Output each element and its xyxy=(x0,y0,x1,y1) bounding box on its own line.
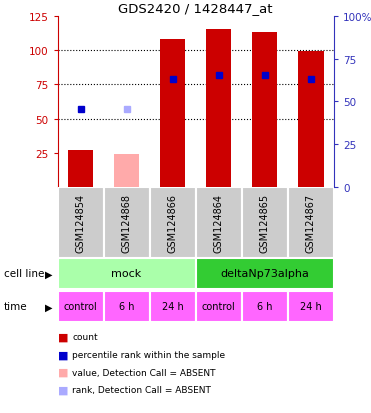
Text: ▶: ▶ xyxy=(45,301,52,312)
Bar xyxy=(196,188,242,258)
Text: ■: ■ xyxy=(58,385,68,395)
Bar xyxy=(196,258,334,289)
Text: control: control xyxy=(202,301,236,312)
Bar xyxy=(288,291,334,322)
Text: 6 h: 6 h xyxy=(257,301,273,312)
Text: time: time xyxy=(4,301,27,312)
Text: 24 h: 24 h xyxy=(300,301,322,312)
Text: value, Detection Call = ABSENT: value, Detection Call = ABSENT xyxy=(72,368,216,377)
Bar xyxy=(58,188,104,258)
Text: 6 h: 6 h xyxy=(119,301,134,312)
Bar xyxy=(242,188,288,258)
Bar xyxy=(58,291,104,322)
Text: 24 h: 24 h xyxy=(162,301,184,312)
Bar xyxy=(68,151,93,188)
Text: GSM124867: GSM124867 xyxy=(306,194,316,252)
Bar xyxy=(114,155,139,188)
Text: GSM124865: GSM124865 xyxy=(260,194,270,252)
Bar xyxy=(104,188,150,258)
Bar xyxy=(298,52,324,188)
Text: ■: ■ xyxy=(58,349,68,359)
Bar xyxy=(150,188,196,258)
Bar xyxy=(252,33,278,188)
Text: GSM124866: GSM124866 xyxy=(168,194,178,252)
Text: ■: ■ xyxy=(58,367,68,377)
Title: GDS2420 / 1428447_at: GDS2420 / 1428447_at xyxy=(118,2,273,15)
Text: GSM124868: GSM124868 xyxy=(122,194,132,252)
Bar xyxy=(150,291,196,322)
Bar xyxy=(206,30,232,188)
Text: ■: ■ xyxy=(58,332,68,342)
Text: cell line: cell line xyxy=(4,268,44,279)
Bar xyxy=(160,40,186,188)
Bar xyxy=(58,258,196,289)
Text: rank, Detection Call = ABSENT: rank, Detection Call = ABSENT xyxy=(72,385,211,394)
Text: deltaNp73alpha: deltaNp73alpha xyxy=(220,268,309,279)
Text: ▶: ▶ xyxy=(45,268,52,279)
Text: GSM124864: GSM124864 xyxy=(214,194,224,252)
Text: mock: mock xyxy=(111,268,142,279)
Bar xyxy=(196,291,242,322)
Bar xyxy=(104,291,150,322)
Bar xyxy=(288,188,334,258)
Text: count: count xyxy=(72,332,98,341)
Text: control: control xyxy=(64,301,98,312)
Text: percentile rank within the sample: percentile rank within the sample xyxy=(72,350,226,359)
Text: GSM124854: GSM124854 xyxy=(76,194,86,252)
Bar xyxy=(242,291,288,322)
